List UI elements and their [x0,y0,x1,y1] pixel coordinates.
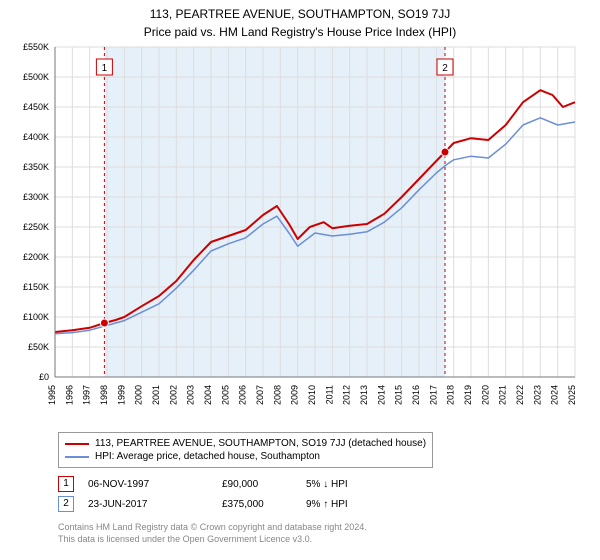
attribution-line-2: This data is licensed under the Open Gov… [58,534,367,546]
svg-text:2001: 2001 [151,385,161,405]
svg-text:2011: 2011 [324,385,334,404]
line-chart: 1 2 £0 £50K £100K £150K £200K £250K £300K £350K £4… [0,39,600,429]
svg-text:2021: 2021 [498,385,508,405]
svg-text:2007: 2007 [255,385,265,405]
legend: 113, PEARTREE AVENUE, SOUTHAMPTON, SO19 … [58,432,433,468]
legend-swatch [65,456,89,458]
attribution-line-1: Contains HM Land Registry data © Crown c… [58,522,367,534]
svg-text:2009: 2009 [290,385,300,405]
attribution: Contains HM Land Registry data © Crown c… [58,522,367,545]
svg-text:£50K: £50K [28,342,49,352]
svg-text:2023: 2023 [532,385,542,405]
svg-text:2000: 2000 [134,385,144,405]
svg-text:1995: 1995 [47,385,57,405]
svg-text:2020: 2020 [480,385,490,405]
svg-text:2017: 2017 [428,385,438,405]
svg-text:2: 2 [442,63,448,74]
svg-text:2005: 2005 [220,385,230,405]
sale-hpi: 5% ↓ HPI [306,479,396,490]
chart-title: 113, PEARTREE AVENUE, SOUTHAMPTON, SO19 … [0,0,600,23]
svg-text:2024: 2024 [550,385,560,405]
svg-text:1998: 1998 [99,385,109,405]
svg-text:2025: 2025 [567,385,577,405]
svg-text:2006: 2006 [238,385,248,405]
sale-date: 23-JUN-2017 [88,499,208,510]
sale-price: £375,000 [222,499,292,510]
svg-text:£250K: £250K [23,222,49,232]
sales-row: 2 23-JUN-2017 £375,000 9% ↑ HPI [58,494,396,514]
svg-text:1996: 1996 [64,385,74,405]
svg-text:2016: 2016 [411,385,421,405]
legend-item: 113, PEARTREE AVENUE, SOUTHAMPTON, SO19 … [65,437,426,450]
svg-text:2012: 2012 [342,385,352,405]
sale-date: 06-NOV-1997 [88,479,208,490]
svg-text:1: 1 [102,63,108,74]
legend-label: 113, PEARTREE AVENUE, SOUTHAMPTON, SO19 … [95,438,426,449]
svg-text:2002: 2002 [168,385,178,405]
chart-subtitle: Price paid vs. HM Land Registry's House … [0,23,600,39]
svg-text:£350K: £350K [23,162,49,172]
legend-item: HPI: Average price, detached house, Sout… [65,450,426,463]
svg-text:1997: 1997 [82,385,92,405]
sale-price: £90,000 [222,479,292,490]
sale-marker-icon: 1 [58,476,74,492]
svg-text:£150K: £150K [23,282,49,292]
svg-text:£0: £0 [39,372,49,382]
svg-text:£450K: £450K [23,102,49,112]
svg-text:£200K: £200K [23,252,49,262]
sales-table: 1 06-NOV-1997 £90,000 5% ↓ HPI 2 23-JUN-2017 £… [58,474,396,514]
svg-text:2022: 2022 [515,385,525,405]
svg-text:£400K: £400K [23,132,49,142]
svg-text:£300K: £300K [23,192,49,202]
legend-label: HPI: Average price, detached house, Sout… [95,451,320,462]
svg-text:£550K: £550K [23,42,49,52]
sale-marker-icon: 2 [58,496,74,512]
sales-row: 1 06-NOV-1997 £90,000 5% ↓ HPI [58,474,396,494]
svg-text:2018: 2018 [446,385,456,405]
svg-text:2008: 2008 [272,385,282,405]
legend-swatch [65,443,89,445]
svg-text:2004: 2004 [203,385,213,405]
svg-text:2014: 2014 [376,385,386,405]
svg-text:2019: 2019 [463,385,473,405]
svg-text:2015: 2015 [394,385,404,405]
svg-text:2013: 2013 [359,385,369,405]
svg-text:£100K: £100K [23,312,49,322]
svg-text:2010: 2010 [307,385,317,405]
svg-text:2003: 2003 [186,385,196,405]
svg-text:£500K: £500K [23,72,49,82]
svg-text:1999: 1999 [116,385,126,405]
sale-hpi: 9% ↑ HPI [306,499,396,510]
